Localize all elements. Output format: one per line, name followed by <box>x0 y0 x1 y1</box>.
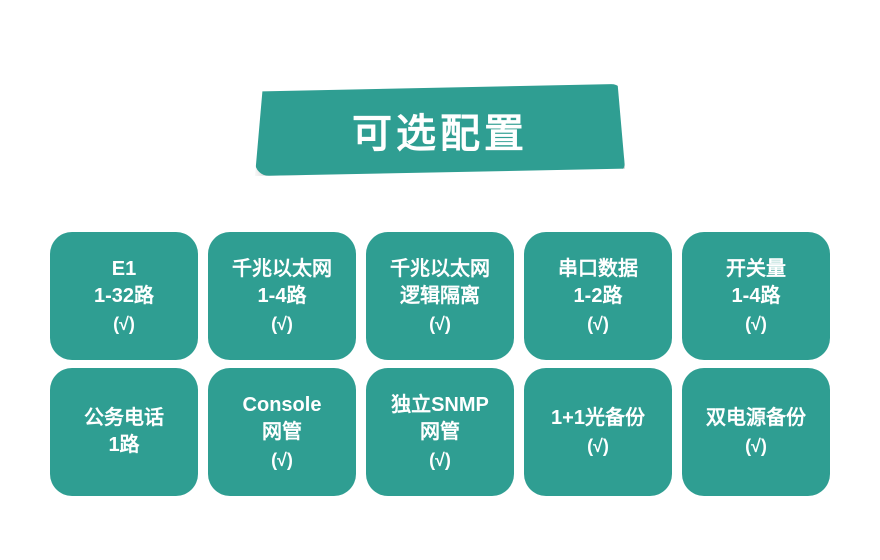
option-card: 开关量 1-4路 (√) <box>682 232 830 360</box>
header-banner: 可选配置 <box>255 84 625 176</box>
card-line1: 1+1光备份 <box>551 405 645 432</box>
card-check: (√) <box>587 312 609 336</box>
card-line2: 网管 <box>262 419 302 446</box>
card-line2: 1-4路 <box>258 283 307 310</box>
option-card: E1 1-32路 (√) <box>50 232 198 360</box>
card-check: (√) <box>745 312 767 336</box>
card-line1: 串口数据 <box>558 256 638 283</box>
card-line1: Console <box>243 392 322 419</box>
card-line2: 1-2路 <box>574 283 623 310</box>
card-check: (√) <box>745 434 767 458</box>
card-line1: 开关量 <box>726 256 786 283</box>
option-card: 千兆以太网 逻辑隔离 (√) <box>366 232 514 360</box>
options-grid: E1 1-32路 (√) 千兆以太网 1-4路 (√) 千兆以太网 逻辑隔离 (… <box>50 232 830 496</box>
card-line2: 1-4路 <box>732 283 781 310</box>
card-line2: 1路 <box>108 432 139 459</box>
option-card: 独立SNMP 网管 (√) <box>366 368 514 496</box>
option-card: 串口数据 1-2路 (√) <box>524 232 672 360</box>
option-card: 双电源备份 (√) <box>682 368 830 496</box>
option-card: Console 网管 (√) <box>208 368 356 496</box>
card-check: (√) <box>429 448 451 472</box>
header-title: 可选配置 <box>352 101 528 159</box>
card-line1: 公务电话 <box>84 405 164 432</box>
card-line1: 独立SNMP <box>391 392 489 419</box>
card-line1: 千兆以太网 <box>390 256 490 283</box>
card-line1: 双电源备份 <box>706 405 806 432</box>
card-line2: 网管 <box>420 419 460 446</box>
option-card: 1+1光备份 (√) <box>524 368 672 496</box>
card-check: (√) <box>271 448 293 472</box>
card-line2: 逻辑隔离 <box>400 283 480 310</box>
card-line2: 1-32路 <box>94 283 154 310</box>
card-line1: E1 <box>112 256 136 283</box>
option-card: 千兆以太网 1-4路 (√) <box>208 232 356 360</box>
card-line1: 千兆以太网 <box>232 256 332 283</box>
card-check: (√) <box>271 312 293 336</box>
card-check: (√) <box>587 434 609 458</box>
option-card: 公务电话 1路 <box>50 368 198 496</box>
card-check: (√) <box>429 312 451 336</box>
card-check: (√) <box>113 312 135 336</box>
